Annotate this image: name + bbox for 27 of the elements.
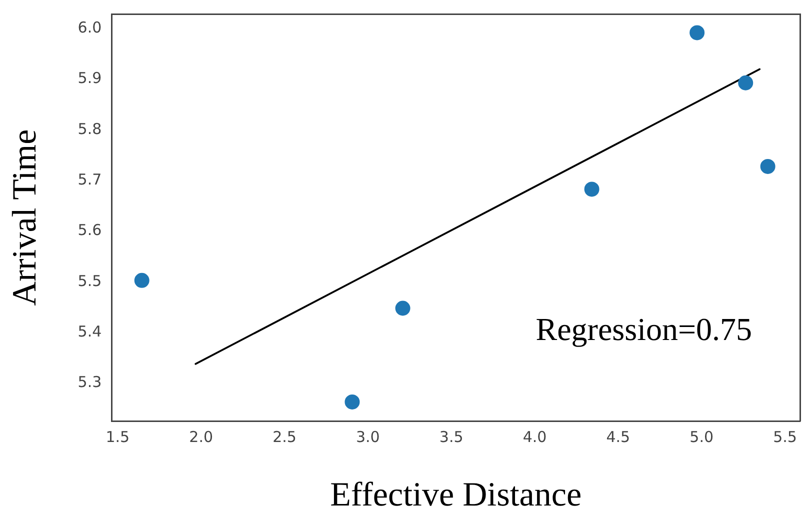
point bbox=[690, 25, 705, 40]
point bbox=[584, 182, 600, 197]
x-tick-label: 5.0 bbox=[690, 428, 714, 446]
x-axis-title: Effective Distance bbox=[330, 476, 582, 514]
annotation: Regression=0.75 bbox=[536, 311, 752, 348]
point bbox=[134, 272, 150, 288]
y-tick-label: 6.0 bbox=[78, 18, 102, 37]
x-tick-label: 4.5 bbox=[606, 428, 630, 446]
y-tick-label: 5.9 bbox=[78, 69, 102, 88]
x-tick-label: 5.5 bbox=[773, 428, 797, 446]
y-tick-label: 5.8 bbox=[78, 120, 102, 138]
x-tick-label: 2.0 bbox=[189, 428, 214, 446]
y-tick-label: 5.3 bbox=[78, 373, 102, 392]
y-tick-label: 5.4 bbox=[78, 322, 102, 340]
x-tick-label: 1.5 bbox=[106, 428, 130, 446]
point bbox=[760, 158, 776, 174]
y-tick-label: 5.7 bbox=[78, 170, 102, 189]
point bbox=[344, 394, 360, 410]
x-tick-label: 3.0 bbox=[356, 428, 380, 446]
y-axis-title: Arrival Time bbox=[6, 129, 44, 306]
x-tick-label: 2.5 bbox=[272, 428, 296, 446]
point bbox=[738, 75, 754, 90]
y-tick-label: 5.6 bbox=[78, 221, 102, 240]
x-tick-label: 4.0 bbox=[522, 428, 547, 446]
x-tick-label: 3.5 bbox=[439, 428, 464, 446]
point bbox=[395, 300, 410, 316]
y-tick-label: 5.5 bbox=[78, 272, 102, 290]
